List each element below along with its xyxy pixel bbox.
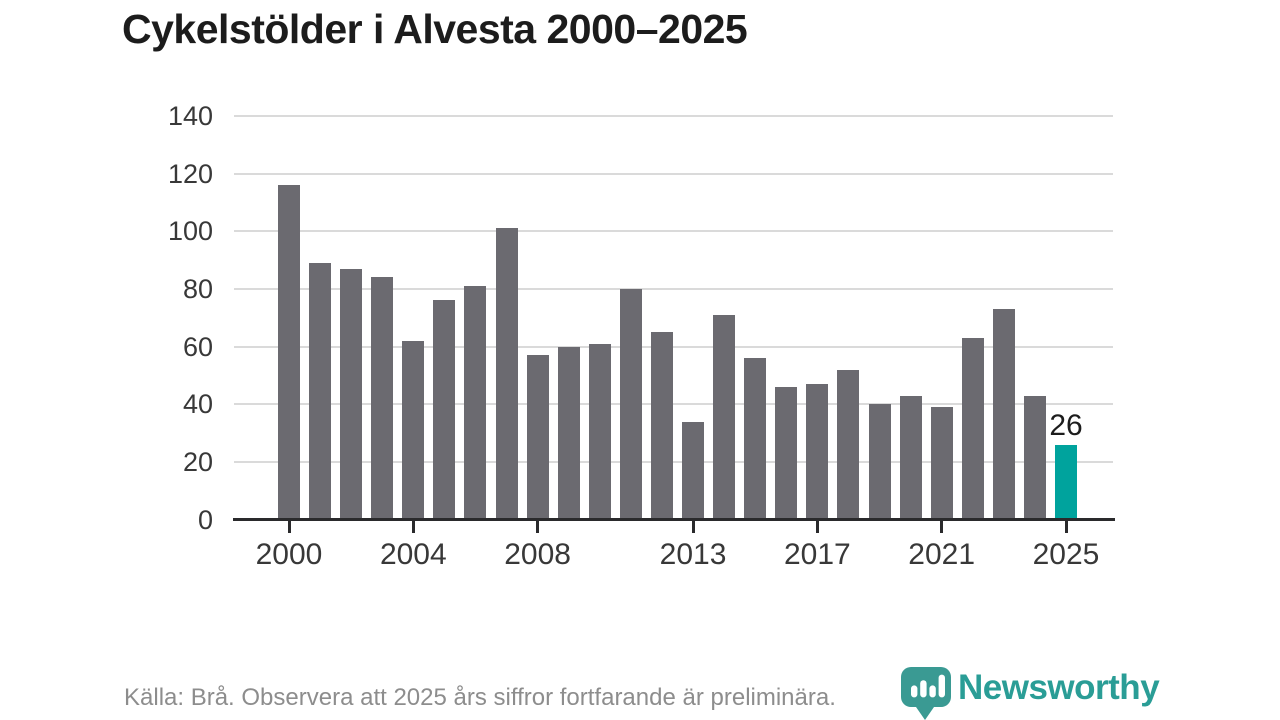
newsworthy-wordmark: Newsworthy xyxy=(958,668,1160,707)
bar-2020 xyxy=(899,395,922,520)
x-tick-label-2008: 2008 xyxy=(504,538,571,571)
bar-2009 xyxy=(557,346,580,520)
gridline-40 xyxy=(234,403,1113,406)
x-tick-2025 xyxy=(1064,521,1068,533)
y-tick-label-40: 40 xyxy=(182,389,213,420)
x-tick-label-2021: 2021 xyxy=(908,538,976,571)
y-tick-label-100: 100 xyxy=(167,216,213,247)
x-tick-label-2025: 2025 xyxy=(1032,538,1100,571)
bar-2016 xyxy=(775,386,798,520)
bar-2013 xyxy=(682,421,705,520)
x-axis-line xyxy=(233,518,1115,521)
source-note: Källa: Brå. Observera att 2025 års siffr… xyxy=(124,684,836,711)
x-tick-2008 xyxy=(536,521,540,533)
bar-2010 xyxy=(588,343,611,520)
bar-2019 xyxy=(868,404,891,520)
bar-2001 xyxy=(309,262,332,520)
bar-2003 xyxy=(371,277,394,520)
bar-2005 xyxy=(433,300,456,520)
bar-2014 xyxy=(713,314,736,520)
bar-2000 xyxy=(278,185,300,520)
bar-2024 xyxy=(1023,395,1046,520)
bar-2018 xyxy=(837,369,860,520)
x-tick-label-2000: 2000 xyxy=(255,538,323,571)
gridline-120 xyxy=(234,172,1113,175)
y-tick-label-120: 120 xyxy=(167,158,213,189)
bar-2022 xyxy=(961,337,984,520)
x-tick-label-2017: 2017 xyxy=(783,538,851,571)
y-tick-label-0: 0 xyxy=(197,504,213,535)
y-tick-label-80: 80 xyxy=(182,273,213,304)
x-tick-label-2013: 2013 xyxy=(659,538,727,571)
bar-2015 xyxy=(744,358,767,520)
chart-title: Cykelstölder i Alvesta 2000–2025 xyxy=(122,6,748,52)
bar-2025 xyxy=(1055,444,1077,520)
y-tick-label-20: 20 xyxy=(182,446,213,477)
bar-2004 xyxy=(402,340,425,520)
bar-2011 xyxy=(619,288,642,520)
x-tick-2021 xyxy=(940,521,944,533)
y-tick-label-60: 60 xyxy=(182,331,213,362)
gridline-100 xyxy=(234,230,1113,233)
bar-chart-pin-icon xyxy=(901,667,951,720)
x-tick-2000 xyxy=(287,521,291,533)
x-tick-2004 xyxy=(411,521,415,533)
bar-value-label: 26 xyxy=(1049,408,1083,442)
gridline-80 xyxy=(234,287,1113,290)
bar-2017 xyxy=(806,384,829,520)
bar-2007 xyxy=(495,228,518,520)
bar-2006 xyxy=(464,286,487,520)
bar-2008 xyxy=(526,355,549,520)
x-tick-label-2004: 2004 xyxy=(379,538,447,571)
gridline-140 xyxy=(234,115,1113,117)
gridline-20 xyxy=(234,460,1113,463)
bar-2012 xyxy=(650,332,673,520)
bar-2002 xyxy=(340,268,363,520)
bar-2023 xyxy=(992,309,1015,520)
gridline-60 xyxy=(234,345,1113,348)
x-tick-2017 xyxy=(815,521,819,533)
x-tick-2013 xyxy=(691,521,695,533)
bar-2021 xyxy=(930,407,953,520)
y-tick-label-140: 140 xyxy=(167,101,213,131)
